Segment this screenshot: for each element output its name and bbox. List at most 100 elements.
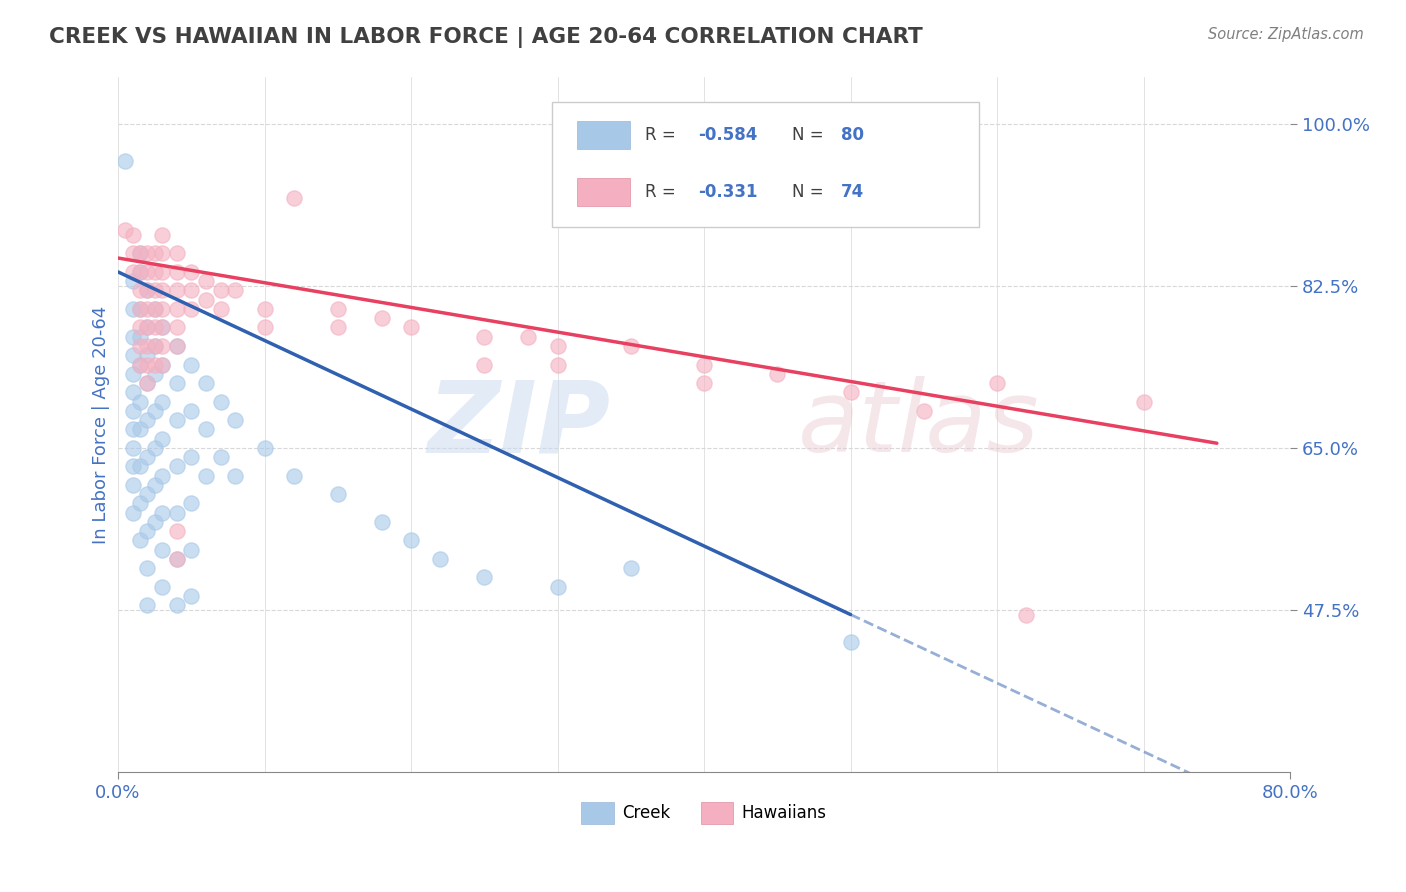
Point: [136, 284, 159, 298]
Point: [693, 376, 716, 390]
Point: [150, 358, 173, 372]
Point: [150, 265, 173, 279]
Point: [136, 284, 159, 298]
Point: [180, 284, 202, 298]
Point: [136, 265, 159, 279]
Point: [129, 301, 152, 316]
Point: [129, 533, 152, 548]
Point: [143, 246, 166, 260]
Point: [121, 441, 143, 455]
Point: [166, 552, 188, 566]
Point: [129, 320, 152, 334]
Point: [150, 227, 173, 242]
Point: [150, 394, 173, 409]
Point: [150, 542, 173, 557]
Point: [209, 301, 232, 316]
Point: [143, 478, 166, 492]
Point: [209, 450, 232, 464]
Point: [150, 301, 173, 316]
Point: [180, 450, 202, 464]
Point: [194, 376, 217, 390]
Point: [693, 358, 716, 372]
Point: [143, 339, 166, 353]
Point: [370, 311, 392, 326]
Point: [129, 265, 152, 279]
Point: [136, 339, 159, 353]
Point: [180, 589, 202, 603]
Point: [143, 358, 166, 372]
Point: [166, 339, 188, 353]
Point: [839, 635, 862, 649]
Text: Creek: Creek: [621, 804, 671, 822]
Text: 80: 80: [841, 127, 865, 145]
Point: [166, 284, 188, 298]
Point: [143, 367, 166, 381]
Text: -0.584: -0.584: [699, 127, 758, 145]
Bar: [578, 178, 630, 206]
Point: [766, 367, 789, 381]
Text: ZIP: ZIP: [427, 376, 610, 473]
Point: [129, 422, 152, 436]
Point: [180, 358, 202, 372]
Point: [547, 339, 569, 353]
Point: [136, 358, 159, 372]
Point: [150, 246, 173, 260]
Text: Source: ZipAtlas.com: Source: ZipAtlas.com: [1208, 27, 1364, 42]
Point: [283, 468, 305, 483]
Point: [224, 413, 246, 427]
Point: [121, 506, 143, 520]
Point: [121, 330, 143, 344]
Point: [517, 330, 540, 344]
Text: -0.331: -0.331: [699, 183, 758, 201]
Point: [326, 320, 349, 334]
FancyBboxPatch shape: [551, 102, 980, 227]
Point: [326, 301, 349, 316]
Point: [129, 246, 152, 260]
Point: [143, 301, 166, 316]
Point: [129, 339, 152, 353]
Point: [129, 284, 152, 298]
Point: [129, 394, 152, 409]
Text: Hawaiians: Hawaiians: [741, 804, 827, 822]
Point: [472, 570, 495, 584]
Point: [166, 339, 188, 353]
Point: [224, 284, 246, 298]
Point: [224, 468, 246, 483]
Point: [194, 422, 217, 436]
Point: [114, 153, 136, 168]
Text: N =: N =: [792, 183, 828, 201]
Point: [253, 320, 276, 334]
Point: [547, 580, 569, 594]
Point: [143, 301, 166, 316]
Point: [166, 599, 188, 613]
Point: [121, 227, 143, 242]
Point: [166, 459, 188, 474]
Point: [129, 301, 152, 316]
Point: [180, 542, 202, 557]
Point: [143, 284, 166, 298]
Point: [114, 223, 136, 237]
Point: [129, 246, 152, 260]
Point: [136, 413, 159, 427]
Point: [253, 441, 276, 455]
Point: [166, 506, 188, 520]
Point: [121, 265, 143, 279]
Point: [129, 265, 152, 279]
Point: [129, 330, 152, 344]
Point: [194, 274, 217, 288]
Bar: [578, 121, 630, 149]
Point: [166, 413, 188, 427]
Point: [143, 515, 166, 529]
Point: [143, 265, 166, 279]
Point: [121, 422, 143, 436]
Point: [166, 376, 188, 390]
Point: [136, 320, 159, 334]
Bar: [581, 802, 614, 824]
Point: [136, 524, 159, 539]
Point: [986, 376, 1008, 390]
Point: [1015, 607, 1038, 622]
Point: [209, 394, 232, 409]
Point: [129, 358, 152, 372]
Point: [620, 339, 643, 353]
Point: [253, 301, 276, 316]
